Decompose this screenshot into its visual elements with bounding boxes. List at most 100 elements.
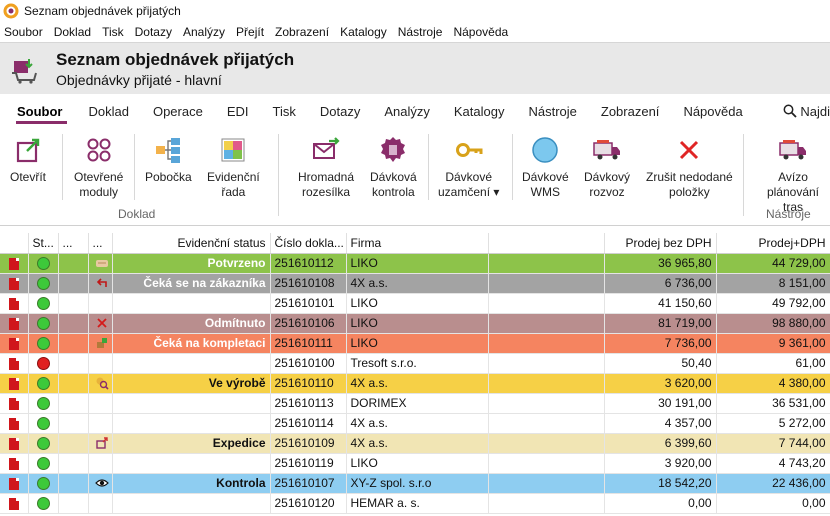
open-modules-button[interactable]: Otevřené moduly	[74, 134, 123, 200]
table-row[interactable]: 251610100 Tresoft s.r.o. 50,40 61,00	[0, 353, 830, 374]
tab-katalogy[interactable]: Katalogy	[453, 104, 505, 119]
table-row[interactable]: Odmítnuto 251610106 LIKO 81 719,00 98 880,00	[0, 313, 830, 334]
col-state[interactable]: St...	[28, 233, 59, 254]
doc-type-cell	[0, 313, 29, 334]
gross-price-cell: 4 743,20	[716, 453, 830, 474]
col-net[interactable]: Prodej bez DPH	[604, 233, 717, 254]
table-row[interactable]: Čeká se na zákazníka 251610108 4X a.s. 6 73…	[0, 273, 830, 294]
tab-operace[interactable]: Operace	[152, 104, 203, 119]
net-price-cell: 6 399,60	[604, 433, 717, 454]
menu-analyzy[interactable]: Analýzy	[182, 24, 226, 39]
blank-cell	[488, 493, 605, 514]
doc-type-cell	[0, 453, 29, 474]
menu-tisk[interactable]: Tisk	[102, 24, 124, 39]
state-cell	[28, 313, 59, 334]
mail-icon	[310, 134, 342, 166]
page-title: Seznam objednávek přijatých	[56, 50, 295, 69]
page-subtitle: Objednávky přijaté - hlavní	[56, 72, 222, 88]
table-row[interactable]: Ve výrobě 251610110 4X a.s. 3 620,00 4 380,0…	[0, 373, 830, 394]
firm-cell: LIKO	[346, 313, 489, 334]
firm-cell: 4X a.s.	[346, 413, 489, 434]
col-evidence-status[interactable]: Evidenční status	[112, 233, 271, 254]
state-cell	[28, 433, 59, 454]
net-price-cell: 50,40	[604, 353, 717, 374]
col-doc-number[interactable]: Číslo dokla...	[270, 233, 347, 254]
tab-doklad[interactable]: Doklad	[88, 104, 129, 119]
state-cell	[28, 393, 59, 414]
table-row[interactable]: Expedice 251610109 4X a.s. 6 399,60 7 744,00	[0, 433, 830, 454]
extra-cell	[58, 313, 89, 334]
menu-katalogy[interactable]: Katalogy	[340, 24, 387, 39]
menu-dotazy[interactable]: Dotazy	[134, 24, 172, 39]
table-row[interactable]: 251610113 DORIMEX 30 191,00 36 531,00	[0, 393, 830, 414]
evidence-status-cell: Expedice	[112, 433, 271, 454]
table-row[interactable]: 251610120 HEMAR a. s. 0,00 0,00	[0, 493, 830, 514]
tab-tisk[interactable]: Tisk	[272, 104, 296, 119]
table-row[interactable]: 251610114 4X a.s. 4 357,00 5 272,00	[0, 413, 830, 434]
modules-icon	[83, 134, 115, 166]
menu-soubor[interactable]: Soubor	[4, 24, 43, 39]
doc-number-cell: 251610101	[270, 293, 347, 314]
evidence-status-cell: Ve výrobě	[112, 373, 271, 394]
status-icon-cell	[88, 453, 113, 474]
cancel-undelivered-button[interactable]: Zrušit nedodané položky	[646, 134, 733, 200]
table-row[interactable]: Čeká na kompletaci 251610111 LIKO 7 736,00 9…	[0, 333, 830, 354]
gross-price-cell: 22 436,00	[716, 473, 830, 494]
firm-cell: 4X a.s.	[346, 433, 489, 454]
menu-napoveda[interactable]: Nápověda	[453, 24, 509, 39]
grid-body: Potvrzeno 251610112 LIKO 36 965,80 44 729,00…	[0, 253, 830, 514]
menu-doklad[interactable]: Doklad	[53, 24, 92, 39]
doc-number-cell: 251610108	[270, 273, 347, 294]
status-icon-cell	[88, 493, 113, 514]
route-planning-button[interactable]: Avízo plánování tras	[756, 134, 830, 215]
batch-wms-button[interactable]: Dávkové WMS	[522, 134, 569, 200]
col-extra-1[interactable]: ...	[58, 233, 89, 254]
document-icon	[8, 297, 19, 310]
tab-napoveda[interactable]: Nápověda	[683, 104, 743, 119]
tab-analyzy[interactable]: Analýzy	[384, 104, 430, 119]
table-row[interactable]: 251610119 LIKO 3 920,00 4 743,20	[0, 453, 830, 474]
batch-lock-dropdown[interactable]: Dávkové uzamčení ▾	[438, 134, 499, 200]
blank-cell	[488, 453, 605, 474]
col-extra-2[interactable]: ...	[88, 233, 113, 254]
menu-nastroje[interactable]: Nástroje	[397, 24, 443, 39]
net-price-cell: 30 191,00	[604, 393, 717, 414]
state-cell	[28, 493, 59, 514]
col-doc-type[interactable]	[0, 233, 29, 254]
tab-zobrazeni[interactable]: Zobrazení	[600, 104, 660, 119]
tab-dotazy[interactable]: Dotazy	[319, 104, 361, 119]
tab-edi[interactable]: EDI	[226, 104, 249, 119]
menu-prejit[interactable]: Přejít	[236, 24, 265, 39]
eye-icon	[94, 476, 109, 490]
batch-check-button[interactable]: Dávková kontrola	[370, 134, 417, 200]
table-row[interactable]: Potvrzeno 251610112 LIKO 36 965,80 44 729,00	[0, 253, 830, 274]
ribbon-search[interactable]: Najdi	[779, 94, 830, 128]
open-button[interactable]: Otevřít	[10, 134, 46, 185]
batch-delivery-button[interactable]: Dávkový rozvoz	[584, 134, 630, 200]
table-row[interactable]: 251610101 LIKO 41 150,60 49 792,00	[0, 293, 830, 314]
doc-number-cell: 251610111	[270, 333, 347, 354]
key-icon	[453, 134, 485, 166]
branch-button[interactable]: Pobočka	[145, 134, 192, 185]
table-row[interactable]: Kontrola 251610107 XY-Z spol. s.r.o 18 542,…	[0, 473, 830, 494]
mass-mailing-button[interactable]: Hromadná rozesílka	[298, 134, 354, 200]
col-blank[interactable]	[488, 233, 605, 254]
green-status-dot-icon	[36, 437, 50, 451]
document-icon	[8, 337, 19, 350]
col-firm[interactable]: Firma	[346, 233, 489, 254]
state-cell	[28, 453, 59, 474]
evidence-status-cell	[112, 453, 271, 474]
tab-soubor[interactable]: Soubor	[0, 94, 75, 128]
state-cell	[28, 333, 59, 354]
blank-cell	[488, 473, 605, 494]
ribbon-tabs: Soubor Doklad Operace EDI Tisk Dotazy An…	[0, 94, 830, 128]
col-gross[interactable]: Prodej+DPH	[716, 233, 830, 254]
doc-number-cell: 251610119	[270, 453, 347, 474]
state-cell	[28, 413, 59, 434]
document-icon	[8, 397, 19, 410]
menu-zobrazeni[interactable]: Zobrazení	[275, 24, 330, 39]
package-out-icon	[95, 436, 109, 450]
series-button[interactable]: Evidenční řada	[207, 134, 260, 200]
tab-nastroje[interactable]: Nástroje	[528, 104, 577, 119]
return-arrow-icon	[95, 276, 109, 290]
